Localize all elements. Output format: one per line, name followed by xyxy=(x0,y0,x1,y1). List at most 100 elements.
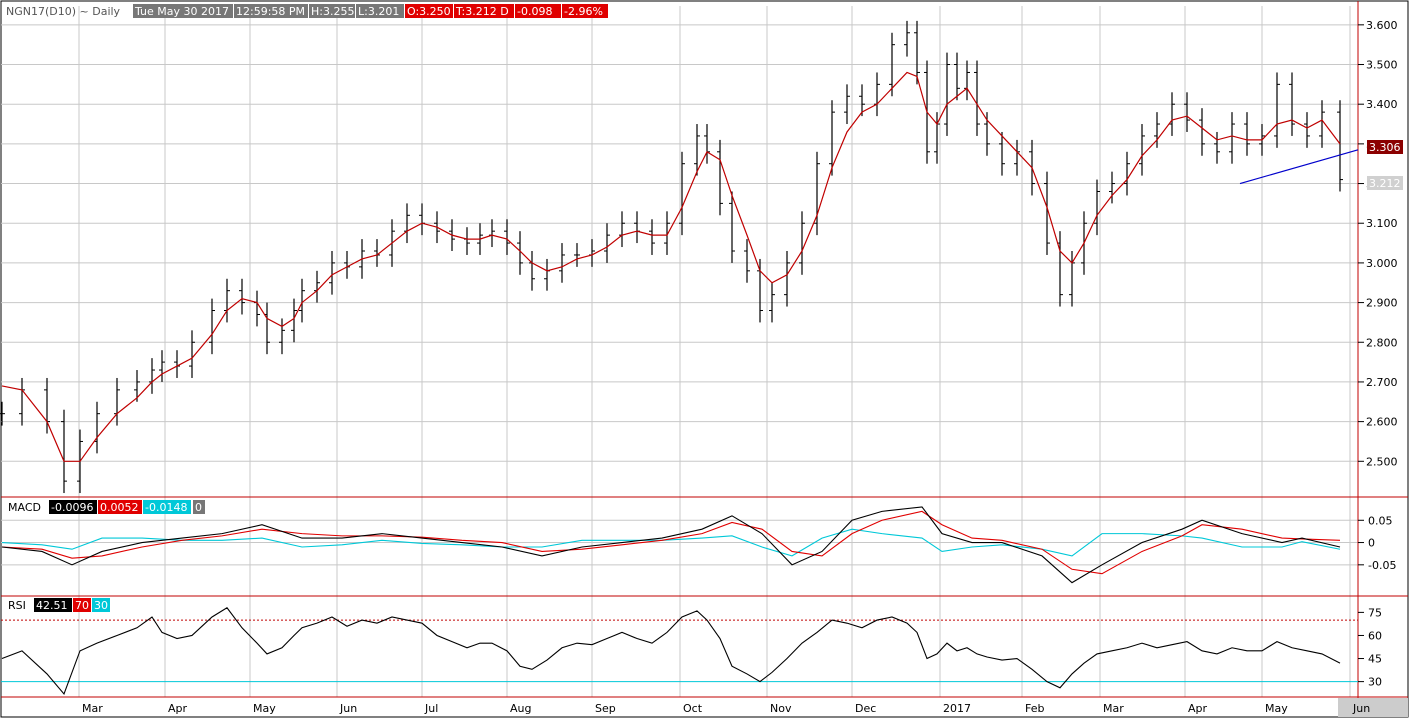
ohlc-bar xyxy=(729,191,735,263)
ohlc-bar xyxy=(504,219,510,255)
ohlc-bar xyxy=(784,251,790,307)
ohlc-bar xyxy=(1289,72,1295,136)
macd-tick-label: 0.05 xyxy=(1368,514,1393,527)
rsi-value-bg xyxy=(34,598,72,612)
ohlc-bar xyxy=(291,298,297,343)
y-tick-label: 3.500 xyxy=(1366,59,1398,72)
ohlc-bar xyxy=(0,401,5,426)
last-tag-bg xyxy=(1367,176,1403,190)
x-tick-label: Dec xyxy=(855,702,876,715)
signal-value: 0.0052 xyxy=(100,501,139,514)
ohlc-bar xyxy=(159,350,165,382)
ohlc-bar xyxy=(1184,92,1190,132)
ohlc-bar xyxy=(744,239,750,283)
ohlc-bar xyxy=(209,298,215,355)
last-tag: 3.212 xyxy=(1369,177,1401,190)
y-tick-label: 2.900 xyxy=(1366,297,1398,310)
time-label: 12:59:58 PM xyxy=(236,5,305,18)
x-tick-label: May xyxy=(1265,702,1288,715)
open-bg xyxy=(405,4,453,18)
ohlc-bar xyxy=(844,84,850,125)
date-label: Tue May 30 2017 xyxy=(134,5,229,18)
ohlc-bar xyxy=(999,131,1005,176)
ohlc-bar xyxy=(664,211,670,255)
macd-legend: MACD -0.0096 0.0052 -0.0148 0 xyxy=(8,500,205,514)
ohlc-bar xyxy=(239,278,245,315)
ohlc-bar xyxy=(1214,131,1220,164)
macd-line xyxy=(1,506,1341,584)
date-bg xyxy=(133,4,233,18)
rsi-tick-label: 75 xyxy=(1368,606,1382,619)
x-axis: Mar Apr May Jun Jul Aug Sep Oct Nov Dec 2017 Feb Mar… xyxy=(82,702,1370,715)
hist-value: -0.0148 xyxy=(145,501,187,514)
ohlc-bar xyxy=(814,151,820,236)
trendline xyxy=(1239,149,1359,185)
x-tick-label: Nov xyxy=(770,702,792,715)
x-tick-label: 2017 xyxy=(943,702,971,715)
ohlc-bar xyxy=(1274,72,1280,148)
rsi-title: RSI xyxy=(8,599,26,612)
chart-header: NGN17(D10) ~ Daily Tue May 30 2017 12:59… xyxy=(6,4,608,18)
ohlc-bar xyxy=(1154,112,1160,148)
ohlc-bar xyxy=(517,231,523,275)
rsi-lower: 30 xyxy=(94,599,108,612)
ohlc-bar xyxy=(604,223,610,263)
last-bg xyxy=(454,4,514,18)
moving-average-series xyxy=(1,71,1341,462)
ohlc-bar xyxy=(1244,112,1250,156)
ohlc-bar xyxy=(694,124,700,176)
macd-value-bg xyxy=(49,500,97,514)
macd-value: -0.0096 xyxy=(51,501,93,514)
x-tick-label: Mar xyxy=(1103,702,1124,715)
x-tick-label: Apr xyxy=(1188,702,1208,715)
ohlc-bar xyxy=(914,20,920,85)
ohlc-bar xyxy=(679,151,685,236)
x-tick-label: Mar xyxy=(82,702,103,715)
y-tick-label: 2.600 xyxy=(1366,416,1398,429)
ohlc-bar xyxy=(574,243,580,267)
ohlc-bar xyxy=(299,278,305,323)
ohlc-bar xyxy=(944,52,950,136)
ohlc-bar xyxy=(1229,112,1235,164)
x-tick-label: May xyxy=(253,702,276,715)
moving-average-line xyxy=(1,71,1341,462)
ohlc-bar xyxy=(649,219,655,255)
low-label: L:3.201 xyxy=(358,5,399,18)
ohlc-bar xyxy=(1199,108,1205,156)
current-period-box xyxy=(1338,698,1408,717)
ohlc-bar xyxy=(974,60,980,136)
ohlc-bar xyxy=(769,282,775,323)
rsi-tick-label: 45 xyxy=(1368,653,1382,666)
ohlc-bar xyxy=(1304,112,1310,148)
rsi-series xyxy=(1,607,1358,695)
y-tick-label: 2.700 xyxy=(1366,376,1398,389)
extra-value-bg xyxy=(193,500,205,514)
time-bg xyxy=(234,4,308,18)
y-tick-label: 3.000 xyxy=(1366,257,1398,270)
support-trendline xyxy=(1239,149,1359,185)
rsi-line xyxy=(1,607,1341,695)
macd-title: MACD xyxy=(8,501,41,514)
x-tick-label: Feb xyxy=(1025,702,1044,715)
ohlc-bar xyxy=(859,84,865,117)
ohlc-bar xyxy=(889,32,895,97)
x-tick-label: Jul xyxy=(424,702,438,715)
y-tick-label: 2.500 xyxy=(1366,455,1398,468)
ohlc-bar xyxy=(954,52,960,101)
x-tick-label: Jun xyxy=(1352,702,1370,715)
ohlc-bar xyxy=(1337,100,1343,192)
y-tick-label: 3.100 xyxy=(1366,217,1398,230)
x-tick-label: Apr xyxy=(168,702,188,715)
ohlc-bar xyxy=(1319,100,1325,148)
x-tick-label: Oct xyxy=(683,702,703,715)
ohlc-bar xyxy=(1139,124,1145,176)
ohlc-bar xyxy=(1109,171,1115,204)
ohlc-bar xyxy=(61,409,67,494)
ohlc-bar xyxy=(279,318,285,355)
hist-value-bg xyxy=(143,500,191,514)
rsi-upper-bg xyxy=(73,598,91,612)
ohlc-bar xyxy=(1124,151,1130,196)
y-axis: 3.6003.5003.4003.3003.2003.1003.0002.900… xyxy=(1358,19,1398,689)
